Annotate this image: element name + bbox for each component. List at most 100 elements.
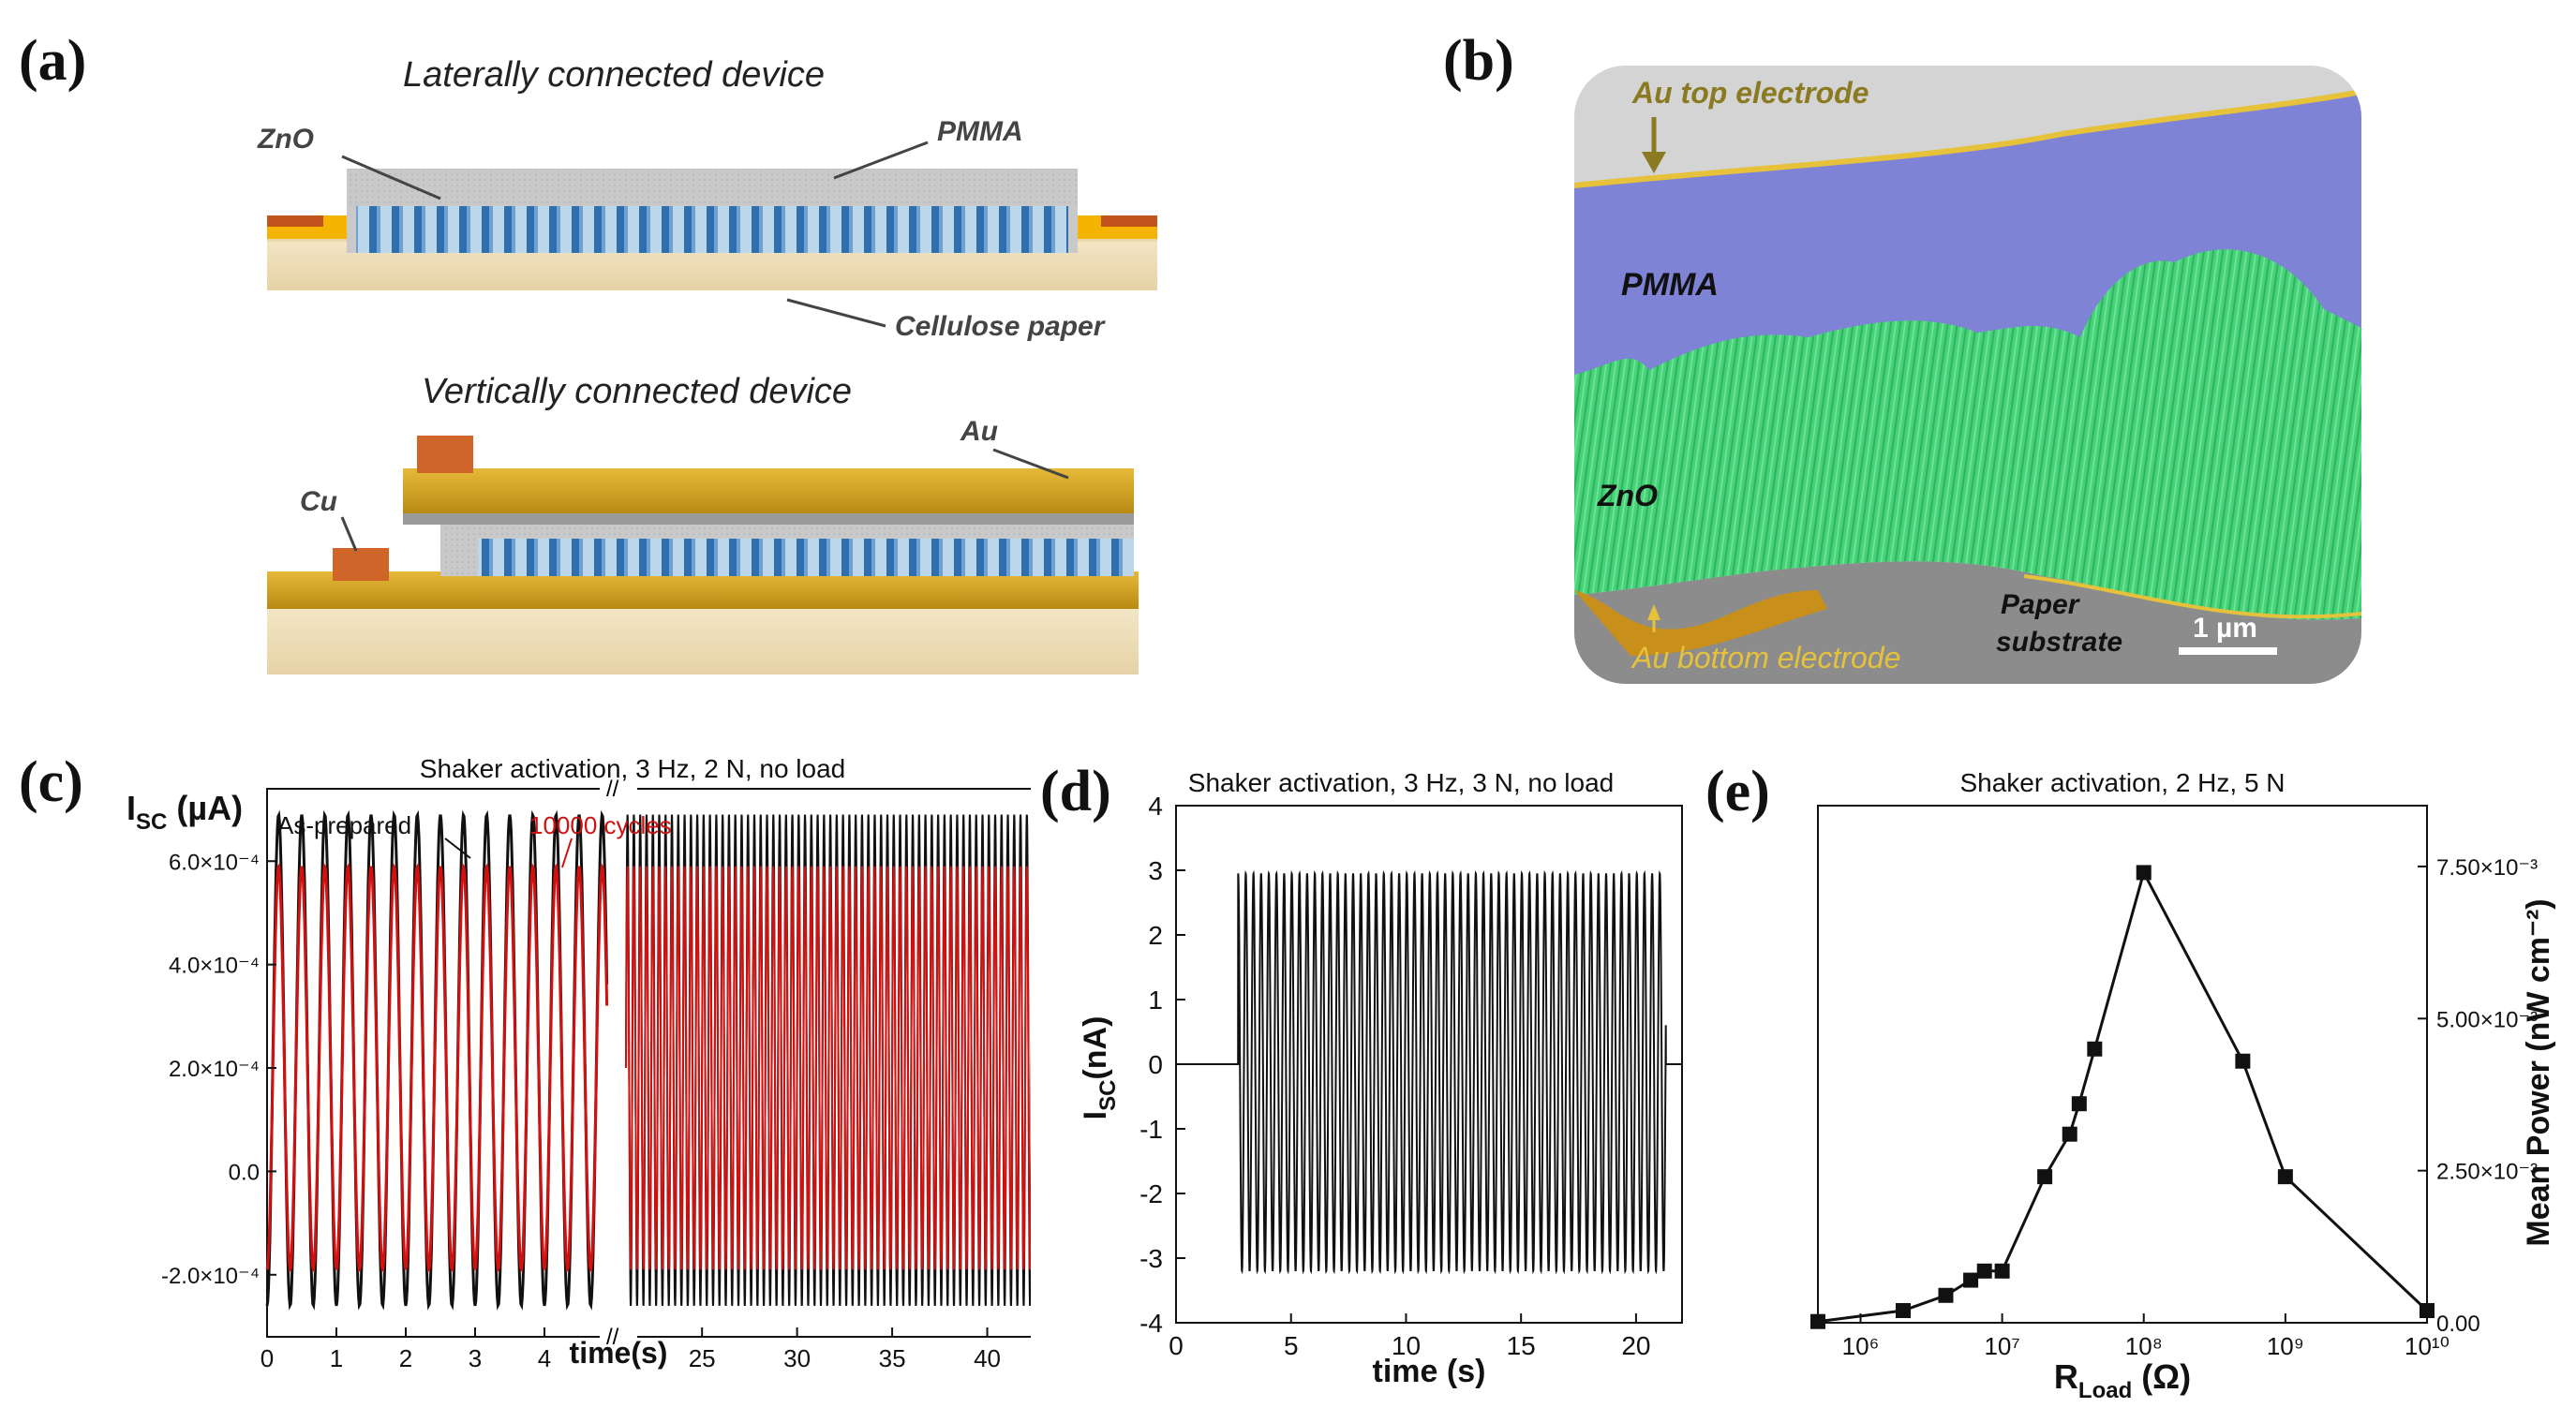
lateral-pmma xyxy=(347,169,1078,206)
sem-au-bottom xyxy=(1574,590,1827,656)
d-series-isc xyxy=(1176,869,1682,1275)
e-point-3 xyxy=(1963,1272,1979,1288)
d-ytick-label-4: 0 xyxy=(1148,1050,1163,1079)
c-series-right-1 xyxy=(625,866,1031,1270)
e-xtick-label-2: 10⁸ xyxy=(2125,1332,2163,1360)
e-xlabel: RLoad (Ω) xyxy=(2054,1357,2191,1403)
c-xtick-right-label-2: 35 xyxy=(879,1344,906,1372)
zno-leader xyxy=(341,155,441,200)
d-ytick-label-8: 4 xyxy=(1148,792,1163,821)
e-point-7 xyxy=(2062,1126,2077,1142)
cu-label: Cu xyxy=(300,486,337,517)
sem-paper-substrate xyxy=(1574,561,2361,684)
e-xtick-label-0: 10⁶ xyxy=(1842,1332,1880,1360)
panel-e-chart: Shaker activation, 2 Hz, 5 N 0.00 2.50×10… xyxy=(1810,768,2556,1403)
c-xtick-left-label-2: 2 xyxy=(399,1344,412,1372)
cu-contact-top xyxy=(417,436,473,473)
d-ytick-label-5: 1 xyxy=(1148,986,1163,1015)
zno-label: ZnO xyxy=(257,124,314,155)
e-title: Shaker activation, 2 Hz, 5 N xyxy=(1959,768,2285,797)
e-ytick-label-1: 2.50×10⁻³ xyxy=(2436,1160,2538,1185)
c-legend-10000-leader xyxy=(561,837,573,868)
lateral-title: Laterally connected device xyxy=(403,55,825,95)
vertical-top-au xyxy=(403,468,1134,513)
d-xtick-label-3: 15 xyxy=(1507,1331,1536,1360)
e-point-9 xyxy=(2087,1041,2103,1057)
d-ylabel: ISC(nA) xyxy=(1078,1016,1121,1120)
c-break-bottom: // xyxy=(606,1325,619,1350)
e-point-12 xyxy=(2277,1169,2293,1185)
vertical-title: Vertically connected device xyxy=(422,372,852,411)
c-legend-asprepared-leader xyxy=(444,837,471,859)
c-ytick-label-4: 6.0×10⁻⁴ xyxy=(169,850,260,875)
e-xtick-label-3: 10⁹ xyxy=(2267,1332,2304,1360)
panel-label-e: (e) xyxy=(1705,760,1770,823)
e-point-11 xyxy=(2235,1053,2251,1069)
paper-label: Cellulose paper xyxy=(895,311,1107,342)
e-point-10 xyxy=(2136,865,2152,881)
paper-leader xyxy=(786,298,886,328)
panel-label-d: (d) xyxy=(1040,760,1111,823)
e-series-line xyxy=(1817,868,2429,1324)
au-top-arrow xyxy=(1642,152,1666,173)
c-ytick-label-1: 0.0 xyxy=(229,1160,260,1185)
pmma-leader xyxy=(833,141,929,180)
e-xtick-label-1: 10⁷ xyxy=(1984,1332,2019,1360)
zno-sem-label: ZnO xyxy=(1597,479,1658,512)
c-ylabel: ISC (µA) xyxy=(127,789,243,835)
c-xtick-left-label-0: 0 xyxy=(261,1344,274,1372)
c-xtick-right-label-0: 25 xyxy=(689,1344,716,1372)
e-ytick-label-2: 5.00×10⁻³ xyxy=(2436,1007,2538,1032)
e-point-2 xyxy=(1938,1287,1954,1303)
e-point-4 xyxy=(1976,1263,1992,1279)
d-xtick-label-0: 0 xyxy=(1169,1331,1184,1360)
panel-label-a: (a) xyxy=(19,29,87,93)
e-point-5 xyxy=(1994,1263,2010,1279)
c-xtick-left-label-1: 1 xyxy=(330,1344,343,1372)
panel-label-b: (b) xyxy=(1443,29,1514,93)
c-title: Shaker activation, 3 Hz, 2 N, no load xyxy=(420,754,845,783)
c-xlabel: time(s) xyxy=(570,1336,668,1370)
e-ylabel: Mean Power (nW cm⁻²) xyxy=(2521,898,2556,1246)
panel-a-schematic: Laterally connected device ZnO PMMA Cell… xyxy=(257,55,1157,674)
d-ytick-label-6: 2 xyxy=(1148,921,1163,950)
panel-d-chart: Shaker activation, 3 Hz, 3 N, no load -4… xyxy=(1078,768,1683,1389)
c-xtick-right-label-3: 40 xyxy=(974,1344,1001,1372)
c-ytick-label-3: 4.0×10⁻⁴ xyxy=(169,954,260,979)
vertical-zno xyxy=(478,539,1134,576)
c-frame xyxy=(266,788,1031,1338)
c-xtick-right-label-1: 30 xyxy=(783,1344,811,1372)
e-point-13 xyxy=(2420,1303,2435,1319)
pmma-sem-label: PMMA xyxy=(1621,267,1719,303)
e-ytick-label-3: 7.50×10⁻³ xyxy=(2436,855,2538,881)
au-label: Au xyxy=(960,416,998,447)
paper-sem-label-2: substrate xyxy=(1996,627,2122,658)
au-bottom-arrow xyxy=(1647,604,1660,620)
d-ytick-label-2: -2 xyxy=(1139,1179,1163,1208)
d-xtick-label-1: 5 xyxy=(1284,1331,1299,1360)
c-series-left-1 xyxy=(265,862,609,1274)
d-ytick-label-7: 3 xyxy=(1148,856,1163,885)
c-xtick-left-label-4: 4 xyxy=(538,1344,551,1372)
panel-b-sem: Au top electrode PMMA ZnO Au bottom elec… xyxy=(1574,66,2361,684)
sem-au-top-line xyxy=(1574,89,2361,188)
au-leader xyxy=(992,448,1069,480)
e-xtick-label-4: 10¹⁰ xyxy=(2405,1332,2449,1360)
e-point-1 xyxy=(1895,1303,1911,1319)
c-ytick-label-0: -2.0×10⁻⁴ xyxy=(161,1264,260,1289)
d-ytick-label-3: -1 xyxy=(1139,1115,1163,1144)
panel-c-chart: Shaker activation, 3 Hz, 2 N, no load IS… xyxy=(127,754,1031,1372)
lateral-zno xyxy=(356,206,1068,253)
d-title: Shaker activation, 3 Hz, 3 N, no load xyxy=(1188,768,1614,797)
c-legend-10000: 10000 cycles xyxy=(529,811,672,839)
c-xtick-left-label-3: 3 xyxy=(469,1344,482,1372)
pmma-label: PMMA xyxy=(937,116,1023,147)
e-point-0 xyxy=(1810,1313,1825,1329)
vertical-bottom-au xyxy=(267,571,1139,609)
vertical-paper xyxy=(267,609,1139,674)
c-legend-asprepared: As-prepared xyxy=(277,811,411,839)
d-xtick-label-4: 20 xyxy=(1621,1331,1650,1360)
d-xtick-label-2: 10 xyxy=(1392,1331,1421,1360)
au-top-label: Au top electrode xyxy=(1631,76,1869,110)
cu-leader xyxy=(340,516,358,552)
